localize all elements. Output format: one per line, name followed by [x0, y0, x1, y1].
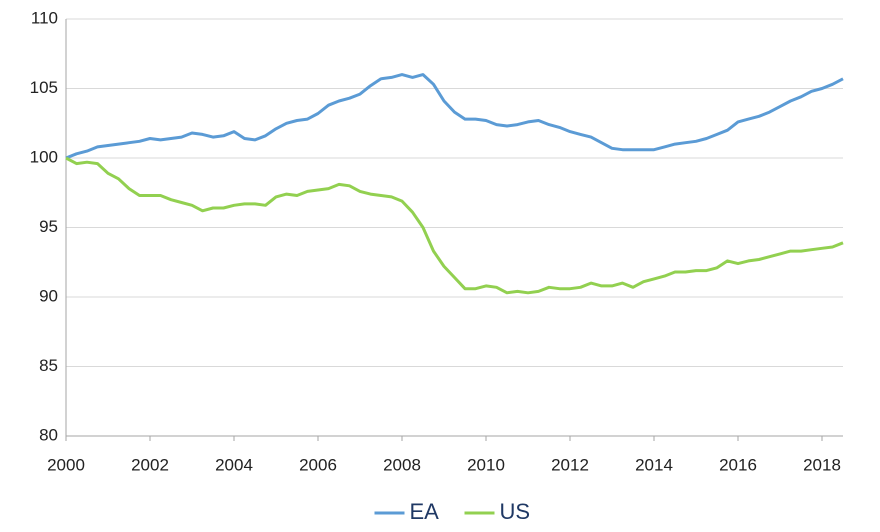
x-tick-label: 2018 [803, 455, 841, 474]
legend-label: EA [410, 499, 440, 524]
x-tick-label: 2000 [47, 455, 85, 474]
x-tick-label: 2006 [299, 455, 337, 474]
legend-label: US [500, 499, 531, 524]
y-tick-label: 85 [39, 356, 58, 375]
y-tick-label: 90 [39, 286, 58, 305]
y-tick-label: 95 [39, 217, 58, 236]
x-tick-label: 2004 [215, 455, 253, 474]
y-tick-label: 110 [31, 8, 58, 27]
y-tick-label: 80 [39, 425, 58, 444]
x-tick-label: 2012 [551, 455, 589, 474]
y-tick-label: 100 [30, 147, 58, 166]
x-tick-label: 2016 [719, 455, 757, 474]
line [65, 73, 844, 160]
x-tick-label: 2002 [131, 455, 169, 474]
x-tick-label: 2010 [467, 455, 505, 474]
x-tick-label: 2014 [635, 455, 673, 474]
line [65, 156, 844, 295]
x-tick-label: 2008 [383, 455, 421, 474]
y-tick-label: 105 [30, 78, 58, 97]
